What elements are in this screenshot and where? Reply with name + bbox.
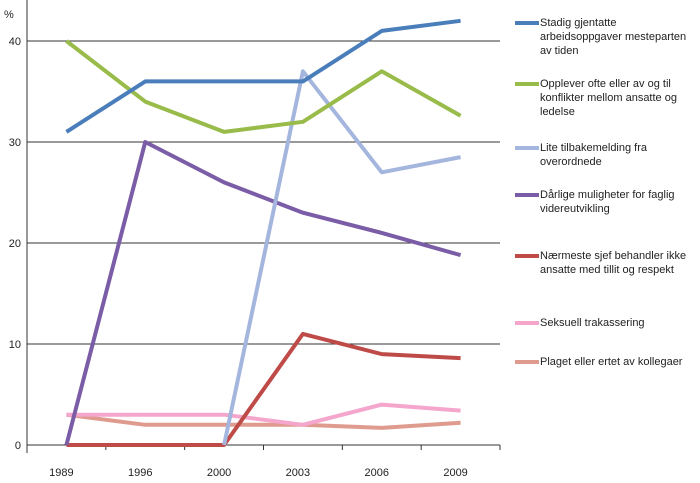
series-line: [66, 402, 461, 427]
series-line: [66, 412, 461, 430]
x-tick-label: 2006: [365, 467, 389, 479]
legend-label: Nærmeste sjef behandler ikke ansatte med…: [540, 250, 687, 276]
x-tick-label: 2000: [207, 467, 231, 479]
legend-label: Seksuell trakassering: [540, 317, 645, 329]
legend-swatch: [515, 82, 539, 86]
legend-item: Dårlige muligheter for faglig videreutvi…: [515, 188, 700, 216]
legend-swatch: [515, 146, 539, 150]
legend-swatch: [515, 193, 539, 197]
series-line: [66, 331, 461, 447]
legend-item: Opplever ofte eller av og til konflikter…: [515, 77, 700, 119]
legend-label: Dårlige muligheter for faglig videreutvi…: [540, 189, 675, 215]
x-tick-label: 1989: [49, 467, 73, 479]
legend-item: Plaget eller ertet av kollegaer: [515, 355, 700, 369]
x-tick-label: 1996: [128, 467, 152, 479]
legend-swatch: [515, 254, 539, 258]
series-line: [65, 39, 462, 134]
x-tick-label: 2009: [443, 467, 467, 479]
y-tick-label: 20: [9, 238, 21, 250]
legend-item: Lite tilbakemelding fra overordnede: [515, 141, 700, 169]
y-axis-label: %: [4, 9, 14, 21]
legend-swatch: [515, 21, 539, 25]
legend-swatch: [515, 321, 539, 325]
x-tick-label: 2003: [286, 467, 310, 479]
legend-label: Stadig gjentatte arbeidsoppgaver mestepa…: [540, 17, 687, 57]
y-tick-label: 30: [9, 137, 21, 149]
legend-item: Nærmeste sjef behandler ikke ansatte med…: [515, 249, 700, 277]
y-tick-label: 40: [9, 36, 21, 48]
legend-swatch: [515, 360, 539, 364]
series-line: [64, 140, 462, 446]
y-tick-label: 0: [15, 440, 21, 452]
legend-label: Opplever ofte eller av og til konflikter…: [540, 78, 677, 118]
legend-label: Plaget eller ertet av kollegaer: [540, 356, 683, 368]
legend-item: Seksuell trakassering: [515, 316, 700, 330]
series-line: [65, 18, 461, 134]
y-tick-label: 10: [9, 339, 21, 351]
series-line: [222, 69, 461, 446]
legend-item: Stadig gjentatte arbeidsoppgaver mestepa…: [515, 16, 700, 58]
legend-label: Lite tilbakemelding fra overordnede: [540, 142, 648, 168]
